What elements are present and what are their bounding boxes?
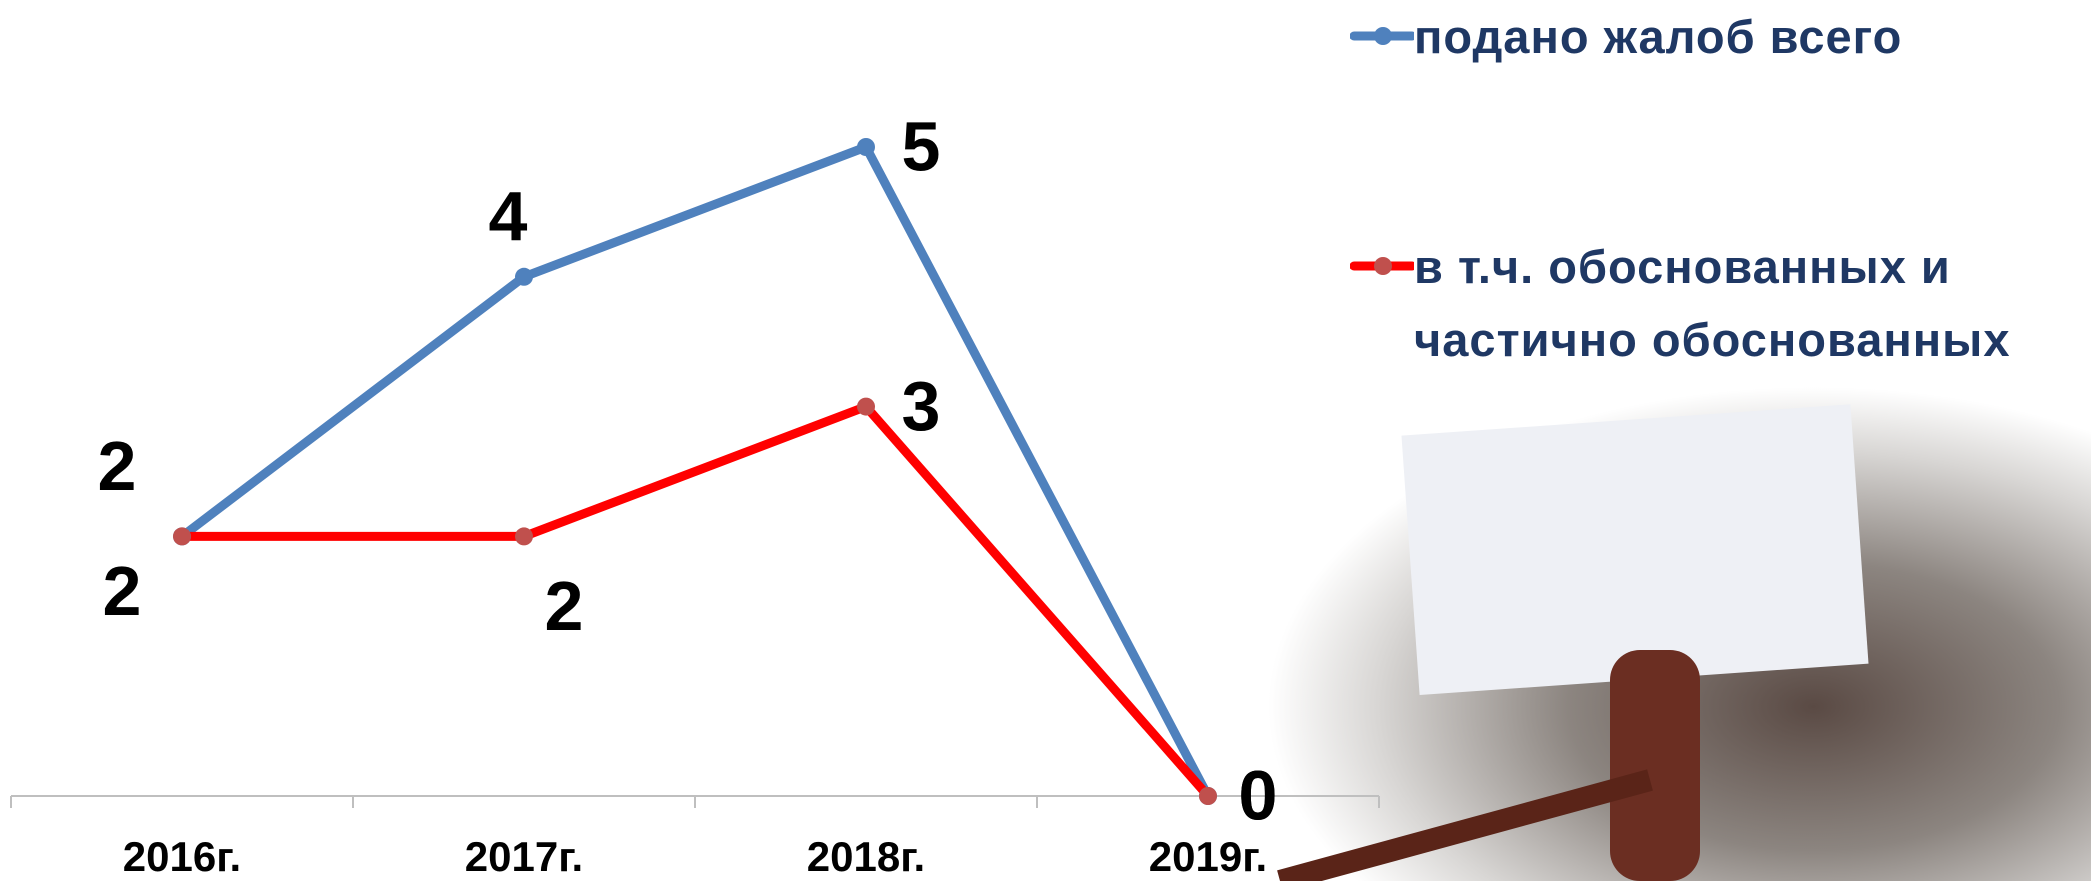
legend-label: подано жалоб всего: [1414, 0, 1902, 73]
marker: [173, 527, 191, 545]
data-label: 3: [902, 367, 941, 445]
data-label: 5: [902, 107, 941, 185]
data-label: 2: [545, 567, 584, 645]
data-label: 0: [1239, 756, 1278, 834]
legend-icon: [1350, 24, 1414, 48]
gavel: [1610, 650, 1700, 881]
data-label: 4: [489, 177, 528, 255]
legend-marker: [1374, 257, 1392, 275]
legend-icon: [1350, 254, 1414, 278]
marker: [515, 527, 533, 545]
data-label: 2: [98, 427, 137, 505]
legend-label: в т.ч. обоснованных и частично обоснован…: [1414, 230, 2091, 376]
marker: [857, 398, 875, 416]
x-tick-label: 2016г.: [123, 833, 241, 880]
data-label: 2: [103, 552, 142, 630]
marker: [857, 138, 875, 156]
marker: [1199, 787, 1217, 805]
chart: 2016г.2017г.2018г.2019г.24502230: [0, 0, 2091, 881]
x-tick-label: 2017г.: [465, 833, 583, 880]
page: 2016г.2017г.2018г.2019г.24502230 подано …: [0, 0, 2091, 881]
marker: [515, 268, 533, 286]
series-line: [182, 407, 1208, 796]
x-tick-label: 2019г.: [1149, 833, 1267, 880]
legend-item: в т.ч. обоснованных и частично обоснован…: [1350, 230, 2091, 376]
legend-item: подано жалоб всего: [1350, 0, 1902, 73]
x-tick-label: 2018г.: [807, 833, 925, 880]
legend-marker: [1374, 27, 1392, 45]
